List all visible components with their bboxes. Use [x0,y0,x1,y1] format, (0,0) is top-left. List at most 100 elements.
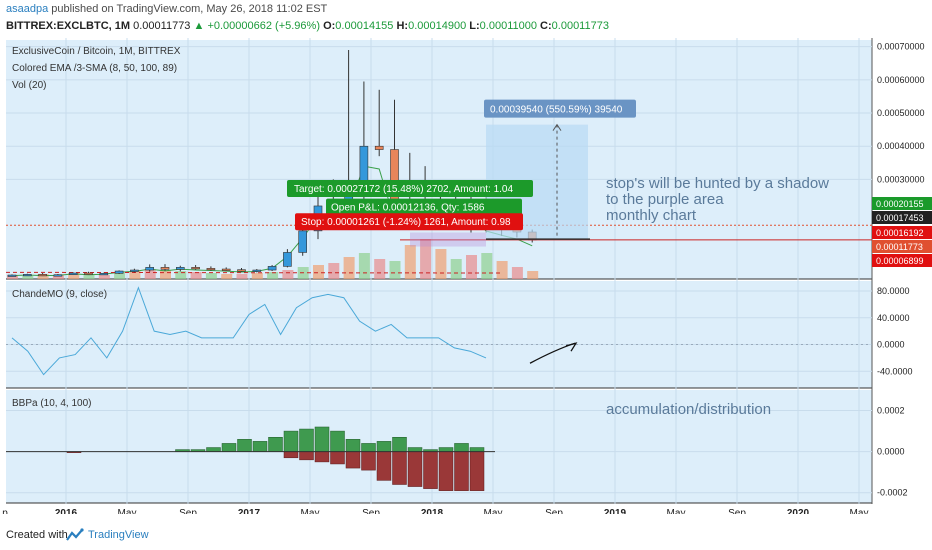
x-tick-label: Sep [362,508,380,514]
x-tick-label: 2017 [238,508,261,514]
bbp-bar-up [376,441,392,452]
volume-bar [343,257,355,279]
price-tag-bg [872,211,932,224]
candle-body [283,252,292,267]
volume-bar [37,274,49,279]
stop-label: Stop: 0.00001261 (-1.24%) 1261, Amount: … [301,217,511,228]
publish-info: asaadpa published on TradingView.com, Ma… [6,3,327,15]
bbp-bar-up [206,447,221,452]
bbp-bar-up [299,428,314,452]
bbp-note: accumulation/distribution [606,401,771,418]
y-tick-label: 0.00040000 [877,141,925,151]
x-tick-label: May [301,508,320,514]
pane-title-bbp: BBPa (10, 4, 100) [12,398,92,409]
bbp-bar-down [438,451,454,491]
price-tag: 0.00006899 [876,256,924,266]
volume-bar [251,273,263,279]
x-tick-label: 2018 [421,508,444,514]
x-tick-label: May [667,508,686,514]
cmo-line [11,286,487,376]
bbp-bar-up [283,430,299,452]
price-change: +0.00000662 (+5.96%) [207,20,320,32]
open-value: 0.00014155 [335,20,394,32]
y-tick-label: 0.00070000 [877,42,925,52]
candle-body [22,274,32,277]
bbp-y-tick-label: -0.0002 [877,488,908,498]
candle-body [176,267,185,270]
measure-arrowhead-icon [552,123,562,131]
candle-body [68,272,78,275]
y-tick-label: 0.00060000 [877,75,925,85]
price-tag: 0.00011773 [876,242,923,252]
bbp-bar-down [469,451,485,491]
bbp-bar-down [345,451,361,469]
bbp-bar-down [423,451,438,489]
bbp-bar-down [283,451,299,459]
cmo-y-tick-label: -40.0000 [877,366,913,376]
up-arrow-icon: ▲ [193,20,205,32]
bbp-bar-up [407,447,423,452]
volume-bar [450,259,462,279]
candle-body [38,274,47,277]
high-label: H: [396,20,409,32]
candle-body [84,272,93,275]
bbp-bar-up [438,447,454,452]
volume-bar [190,272,202,279]
chart-canvas[interactable]: p 2016 May Sep 2017 May Sep 2018 May Sep 2019 May Se… [0,38,932,519]
volume-bar [511,267,523,279]
candle-body [206,268,216,271]
volume-bar [267,272,279,279]
price-tag: 0.00017453 [876,213,924,223]
x-tick-label: 2016 [55,508,78,514]
x-tick-label: May [118,508,137,514]
chart-header: asaadpa published on TradingView.com, Ma… [0,0,932,38]
x-tick-label: Sep [545,508,563,514]
price-tag: 0.00016192 [876,228,924,238]
x-tick-label: May [484,508,503,514]
stop-label-bg [295,213,523,231]
volume-bar [282,270,294,279]
bbp-y-tick-label: 0.0002 [877,406,905,416]
volume-bar [313,265,324,279]
bbp-bar-up [392,437,407,452]
volume-bar [68,273,80,279]
indicator-label-ema: Colored EMA /3-SMA (8, 50, 100, 89) [12,63,177,74]
volume-bar [481,253,493,279]
price-tag-bg [872,240,932,253]
bbp-bar-down [299,451,314,461]
tradingview-link[interactable]: TradingView [88,529,149,541]
tradingview-logo-icon[interactable] [66,528,84,542]
created-with-text: Created with [6,529,68,541]
volume-bar [52,275,64,279]
author-link[interactable]: asaadpa [6,3,49,15]
volume-bar [175,271,187,279]
open-pl-bg [326,198,522,216]
symbol-info: BITTREX:EXCLBTC, 1M 0.00011773 ▲ +0.0000… [6,20,609,32]
volume-bar [7,275,18,279]
candle-body [130,269,139,272]
volume-bar [129,271,141,279]
candle-body [191,267,200,270]
volume-bar [420,239,432,279]
bbp-bar-up [252,441,268,452]
publish-text: published on TradingView.com, May 26, 20… [48,3,328,15]
candle-body [145,267,154,271]
volume-bar [83,274,95,279]
chart-area[interactable]: p 2016 May Sep 2017 May Sep 2018 May Sep 2019 May Se… [0,38,932,519]
candle-body [237,269,246,272]
pane-title-main: ExclusiveCoin / Bitcoin, 1M, BITTREX [12,46,181,57]
bbp-bar-down [361,451,376,471]
candle-body [7,274,17,277]
close-label: C: [540,20,552,32]
price-tag: 0.00020155 [876,199,924,209]
volume-bar [389,261,401,279]
volume-bar [527,271,539,279]
bbp-bar-down [407,451,423,487]
purple-area [410,232,486,247]
candle-body [114,270,124,274]
candle-body [267,266,277,271]
bbp-y-tick-label: 0.0000 [877,447,905,457]
volume-bar [466,255,477,279]
close-value: 0.00011773 [551,20,609,32]
candle-body [374,145,384,150]
